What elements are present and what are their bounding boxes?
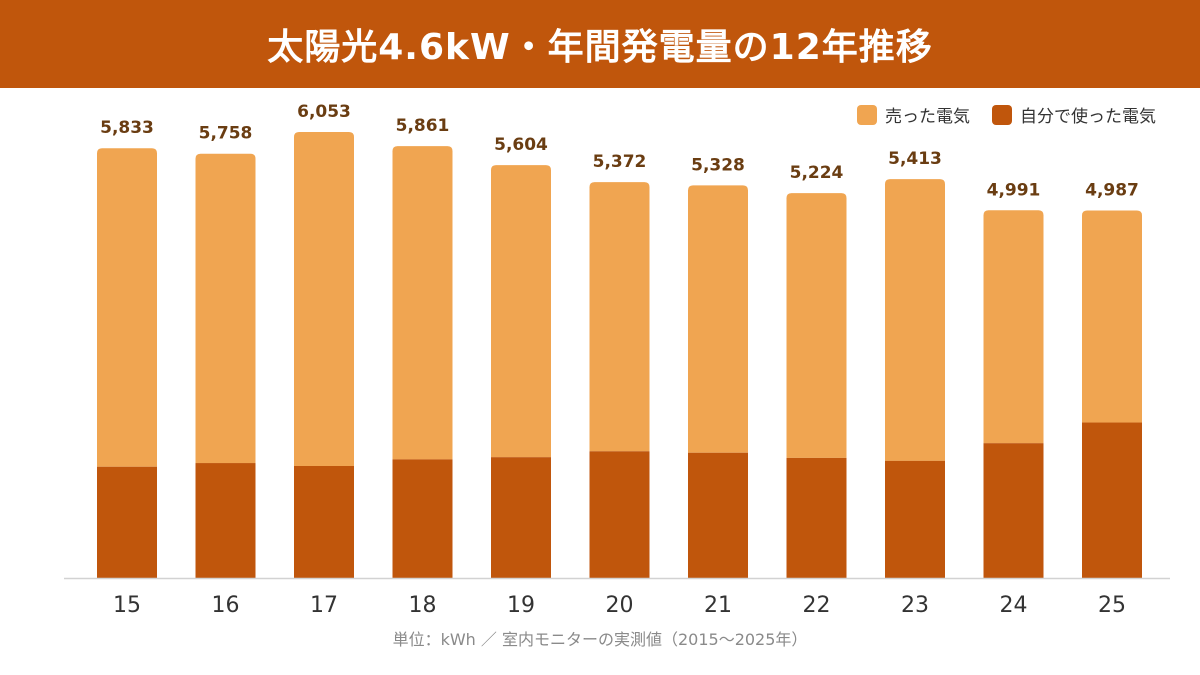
total-label-22: 5,224 xyxy=(790,163,844,183)
bar-sold-15 xyxy=(97,148,157,467)
x-tick-label-25: 25 xyxy=(1098,593,1126,618)
total-label-15: 5,833 xyxy=(100,118,154,138)
bar-self-used-18 xyxy=(392,459,453,578)
total-label-16: 5,758 xyxy=(199,124,253,144)
bar-sold-19 xyxy=(491,165,551,458)
bar-sold-24 xyxy=(983,210,1044,444)
legend-item-self-used: 自分で使った電気 xyxy=(992,102,1156,127)
bar-sold-25 xyxy=(1082,210,1142,423)
x-tick-label-19: 19 xyxy=(507,593,535,618)
bar-sold-16 xyxy=(195,153,256,464)
bar-sold-21 xyxy=(688,185,748,453)
x-tick-label-18: 18 xyxy=(409,593,437,618)
x-tick-label-23: 23 xyxy=(901,593,929,618)
total-label-24: 4,991 xyxy=(987,180,1041,200)
bar-self-used-24 xyxy=(983,443,1044,578)
bar-self-used-19 xyxy=(491,457,551,578)
total-label-18: 5,861 xyxy=(396,116,450,136)
legend-swatch-sold xyxy=(857,104,877,125)
legend-label-self-used: 自分で使った電気 xyxy=(1020,107,1156,127)
legend-label-sold: 売った電気 xyxy=(885,107,970,127)
total-label-25: 4,987 xyxy=(1085,181,1139,201)
x-tick-label-22: 22 xyxy=(803,593,831,618)
total-label-19: 5,604 xyxy=(494,135,548,155)
total-label-17: 6,053 xyxy=(297,102,351,122)
bar-self-used-17 xyxy=(294,466,354,578)
x-tick-label-24: 24 xyxy=(1000,593,1028,618)
footnote: 単位：kWh ／ 室内モニターの実測値（2015〜2025年） xyxy=(392,630,808,649)
bar-self-used-21 xyxy=(688,452,748,578)
total-label-21: 5,328 xyxy=(691,155,745,175)
bar-sold-18 xyxy=(392,146,453,460)
x-tick-label-15: 15 xyxy=(113,593,141,618)
bar-sold-23 xyxy=(885,179,945,461)
title-bar: 太陽光4.6kW・年間発電量の12年推移 xyxy=(0,0,1200,88)
chart-title: 太陽光4.6kW・年間発電量の12年推移 xyxy=(267,27,933,68)
legend: 売った電気 自分で使った電気 xyxy=(857,102,1156,127)
x-tick-label-16: 16 xyxy=(212,593,240,618)
x-tick-label-20: 20 xyxy=(606,593,634,618)
bar-self-used-22 xyxy=(786,457,847,578)
legend-swatch-self-used xyxy=(992,104,1012,125)
legend-item-sold: 売った電気 xyxy=(857,102,970,127)
bar-self-used-20 xyxy=(589,451,650,578)
bar-self-used-23 xyxy=(885,460,945,578)
total-label-20: 5,372 xyxy=(593,152,647,172)
total-label-23: 5,413 xyxy=(888,149,942,169)
x-tick-label-21: 21 xyxy=(704,593,732,618)
bar-self-used-25 xyxy=(1082,422,1142,578)
bar-sold-17 xyxy=(294,132,354,467)
bar-sold-20 xyxy=(589,182,650,452)
bar-self-used-16 xyxy=(195,463,256,578)
bar-self-used-15 xyxy=(97,466,157,578)
x-tick-label-17: 17 xyxy=(310,593,338,618)
bar-sold-22 xyxy=(786,193,847,458)
